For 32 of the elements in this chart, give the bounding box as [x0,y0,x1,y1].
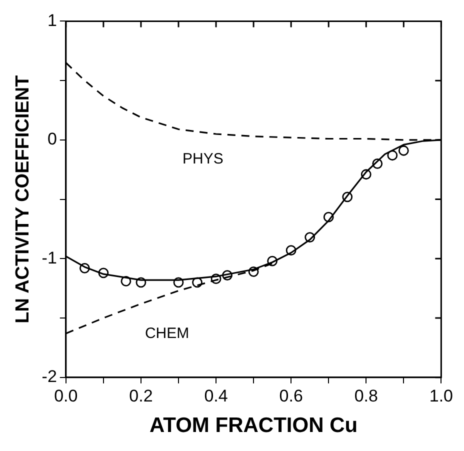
y-axis-title: LN ACTIVITY COEFFICIENT [12,74,34,324]
y-tick-label: 0 [47,130,57,149]
x-tick-label: 0.0 [54,386,78,406]
point [304,232,316,242]
x-tick-label: 1.0 [429,386,454,406]
point [360,169,372,180]
point [210,274,222,284]
point [372,158,383,169]
y-tick-label: -2 [42,367,57,386]
y-tick-label: -1 [42,248,57,268]
x-axis-title: ATOM FRACTION Cu [150,414,358,438]
point [286,245,296,256]
point [267,256,278,266]
point [248,266,259,277]
point [323,212,334,222]
point [342,192,353,202]
point [398,145,409,156]
point [387,150,398,161]
series-label: PHYS [182,150,224,168]
x-tick-label: 0.8 [354,386,378,406]
point [173,277,184,288]
series-label: CHEM [144,324,190,342]
point [192,277,202,288]
x-tick-label: 0.6 [279,386,303,406]
x-tick-label: 0.2 [129,386,153,406]
x-tick-label: 0.4 [204,386,228,406]
point [98,268,109,278]
point [120,276,132,286]
point [79,262,90,274]
point [136,277,146,288]
point [222,270,232,280]
y-tick-label: 1 [47,10,57,30]
